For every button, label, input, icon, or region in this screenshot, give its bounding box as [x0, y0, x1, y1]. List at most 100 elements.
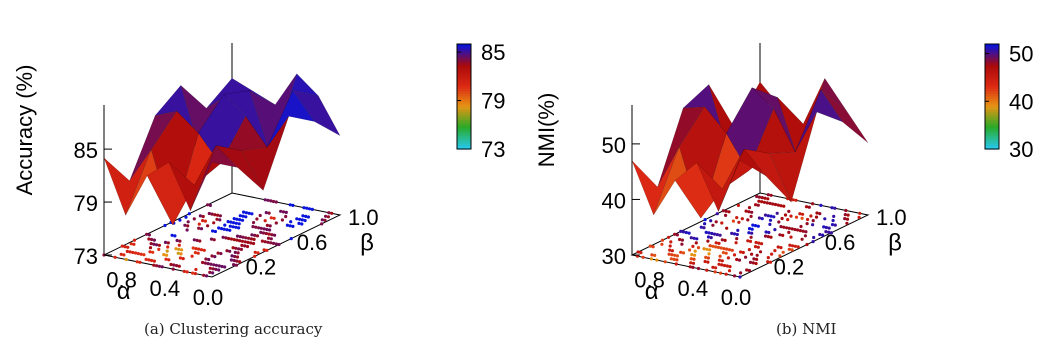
- contour-point: [782, 225, 786, 229]
- contour-point: [769, 214, 773, 218]
- colorbar-segment: [457, 59, 471, 63]
- contour-point: [639, 251, 643, 255]
- contour-point: [240, 218, 245, 222]
- contour-point: [696, 246, 701, 250]
- contour-point: [750, 252, 754, 256]
- contour-point: [707, 231, 711, 235]
- contour-point: [769, 235, 773, 239]
- contour-point: [750, 231, 754, 235]
- contour-point: [266, 198, 270, 202]
- contour-point: [708, 248, 712, 252]
- contour-point: [773, 228, 777, 232]
- contour-point: [679, 250, 683, 254]
- contour-point: [782, 204, 786, 208]
- contour-point: [747, 206, 752, 210]
- contour-point: [241, 235, 245, 239]
- contour-point: [164, 257, 168, 261]
- contour-point: [223, 265, 227, 269]
- contour-point: [680, 242, 684, 246]
- contour-point: [764, 230, 768, 234]
- contour-point: [295, 217, 299, 221]
- contour-point: [779, 204, 783, 208]
- contour-point: [717, 258, 722, 262]
- contour-point: [648, 244, 652, 248]
- z-tick-label: 85: [74, 138, 98, 163]
- contour-point: [702, 247, 706, 251]
- colorbar-segment: [457, 99, 471, 103]
- colorbar-segment: [985, 75, 999, 79]
- contour-point: [660, 238, 665, 242]
- colorbar-segment: [457, 107, 471, 111]
- contour-point: [244, 211, 248, 215]
- contour-point: [772, 215, 776, 219]
- contour-point: [246, 240, 250, 244]
- nmi-surface-chart: 30 40 50 NMI(%) 0.8 0.4 0.0 α 0.2 0.6 1.0β 30 40 50: [534, 42, 1033, 310]
- contour-point: [208, 266, 212, 270]
- contour-point: [739, 271, 743, 275]
- contour-point: [811, 219, 815, 223]
- contour-point: [264, 231, 268, 236]
- contour-point: [177, 243, 181, 247]
- contour-point: [272, 216, 276, 220]
- contour-point: [151, 250, 155, 254]
- colorbar-segment: [985, 83, 999, 87]
- accuracy-surface-chart: 73 79 85 Accuracy (%) 0.8 0.4 0.0 α 0.2 0.6 1.0β 73…: [12, 40, 505, 310]
- contour-point: [255, 217, 259, 221]
- colorbar-segment: [985, 86, 999, 90]
- contour-point: [184, 215, 188, 219]
- contour-point: [781, 250, 785, 254]
- contour-point: [216, 251, 220, 255]
- contour-point: [177, 247, 181, 251]
- colorbar-tick-label: 30: [1009, 137, 1033, 162]
- contour-point: [798, 212, 802, 216]
- contour-point: [119, 252, 123, 256]
- contour-point: [265, 227, 269, 232]
- contour-point: [801, 212, 805, 216]
- contour-point: [843, 217, 847, 221]
- colorbar-segment: [457, 128, 471, 132]
- contour-point: [680, 238, 684, 242]
- contour-point: [186, 224, 190, 228]
- colorbar-segment: [985, 67, 999, 71]
- contour-point: [689, 261, 693, 265]
- contour-point: [206, 224, 210, 228]
- contour-point: [824, 225, 828, 230]
- contour-point: [235, 255, 240, 259]
- contour-point: [204, 274, 209, 278]
- colorbar-segment: [457, 62, 471, 66]
- contour-point: [740, 217, 744, 221]
- panel-nmi: 30 40 50 NMI(%) 0.8 0.4 0.0 α 0.2 0.6 1.0 β 30 40 50 (…: [528, 0, 1055, 354]
- contour-point: [148, 250, 152, 254]
- contour-point: [844, 208, 848, 213]
- colorbar-segment: [985, 44, 999, 48]
- contour-point: [708, 244, 712, 248]
- contour-point: [749, 214, 753, 218]
- contour-point: [238, 260, 242, 264]
- contour-point: [274, 200, 278, 204]
- contour-point: [157, 247, 161, 251]
- contour-point: [667, 235, 671, 239]
- colorbar-segment: [457, 93, 471, 98]
- contour-point: [716, 245, 720, 249]
- caption-nmi: (b) NMI: [776, 320, 837, 338]
- contour-point: [185, 228, 189, 232]
- contour-point: [760, 242, 764, 246]
- contour-point: [660, 242, 664, 246]
- contour-point: [736, 228, 740, 232]
- contour-point: [261, 231, 266, 235]
- contour-point: [830, 223, 835, 227]
- contour-point: [750, 210, 754, 214]
- contour-point: [830, 206, 834, 210]
- contour-point: [818, 212, 822, 216]
- contour-point: [207, 257, 211, 262]
- contour-point: [763, 234, 768, 238]
- contour-point: [801, 229, 805, 233]
- colorbar-segment: [457, 141, 471, 145]
- contour-point: [721, 209, 725, 213]
- colorbar-segment: [985, 49, 999, 53]
- contour-point: [845, 217, 850, 221]
- contour-point: [216, 213, 220, 217]
- contour-point: [762, 200, 766, 204]
- contour-point: [748, 260, 753, 264]
- contour-point: [228, 224, 232, 228]
